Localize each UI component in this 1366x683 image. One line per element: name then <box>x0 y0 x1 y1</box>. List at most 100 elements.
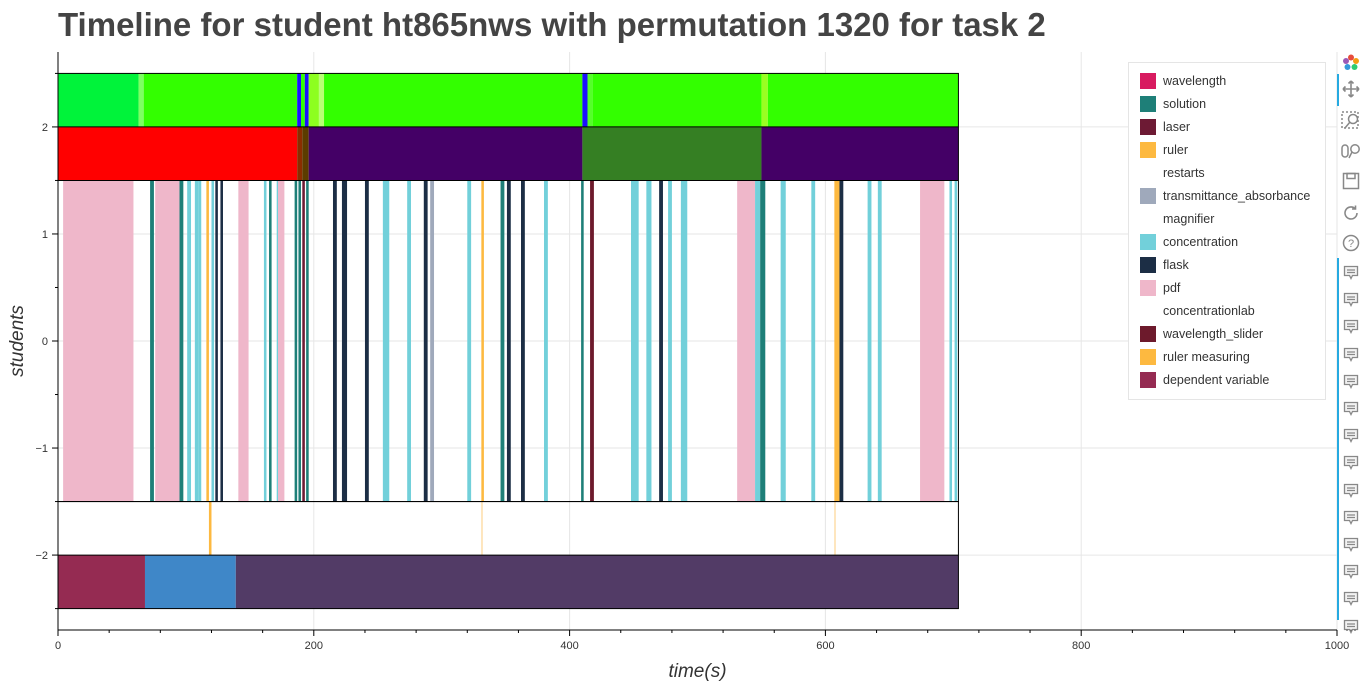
track-2-segment-23[interactable] <box>382 180 390 502</box>
track-2-segment-19[interactable] <box>306 180 309 502</box>
legend-item-dependent-variable[interactable]: dependent variable <box>1140 371 1269 389</box>
track-2-segment-0[interactable] <box>63 180 134 502</box>
track-2-segment-8[interactable] <box>211 180 215 502</box>
track-2-segment-9[interactable] <box>215 180 218 502</box>
track-0-segment-3[interactable] <box>297 73 302 127</box>
track-2-segment-13[interactable] <box>269 180 272 502</box>
track-0-segment-10[interactable] <box>587 73 593 127</box>
track-2-segment-28[interactable] <box>481 180 484 502</box>
legend[interactable]: wavelength solution laser ruler restarts tran… <box>1128 62 1326 400</box>
track-2-segment-5[interactable] <box>194 180 199 502</box>
legend-item-flask[interactable]: flask <box>1140 256 1189 274</box>
track-2-segment-34[interactable] <box>590 180 594 502</box>
track-2-segment-22[interactable] <box>364 180 369 502</box>
track-2-segment-14[interactable] <box>276 180 278 502</box>
track-4-segment-1[interactable] <box>144 555 236 609</box>
track-2-segment-48[interactable] <box>877 180 882 502</box>
track-1-segment-2[interactable] <box>302 126 309 181</box>
legend-item-ruler-measuring[interactable]: ruler measuring <box>1140 348 1250 366</box>
track-1-segment-3[interactable] <box>308 126 583 181</box>
legend-item-laser[interactable]: laser <box>1140 118 1190 136</box>
hover-icon-13[interactable] <box>1339 588 1363 610</box>
track-2-segment-16[interactable] <box>294 180 298 502</box>
track-2-segment-11[interactable] <box>238 180 249 502</box>
track-4-segment-2[interactable] <box>235 555 959 609</box>
track-0-segment-6[interactable] <box>308 73 319 127</box>
legend-item-transmittance-absorbance[interactable]: transmittance_absorbance <box>1140 187 1310 205</box>
track-2-segment-43[interactable] <box>780 180 786 502</box>
track-2-segment-4[interactable] <box>187 180 192 502</box>
track-0-segment-0[interactable] <box>58 73 139 127</box>
track-2-segment-25[interactable] <box>423 180 428 502</box>
pan-icon[interactable] <box>1339 78 1363 100</box>
legend-item-restarts[interactable]: restarts <box>1140 164 1205 182</box>
legend-item-ruler[interactable]: ruler <box>1140 141 1188 159</box>
track-2-segment-39[interactable] <box>680 180 688 502</box>
track-2-segment-2[interactable] <box>155 180 180 502</box>
track-2-segment-15[interactable] <box>277 180 285 502</box>
track-0-segment-7[interactable] <box>318 73 325 127</box>
track-2-segment-33[interactable] <box>581 180 584 502</box>
track-2-segment-41[interactable] <box>755 180 761 502</box>
track-4-segment-0[interactable] <box>58 555 145 609</box>
track-2-segment-36[interactable] <box>646 180 652 502</box>
track-0-segment-11[interactable] <box>592 73 762 127</box>
track-2-segment-10[interactable] <box>220 180 223 502</box>
track-1-segment-1[interactable] <box>297 126 303 181</box>
track-3-segment-1[interactable] <box>481 501 483 556</box>
track-1-segment-5[interactable] <box>761 126 959 181</box>
track-2-segment-44[interactable] <box>811 180 816 502</box>
track-2-segment-29[interactable] <box>500 180 505 502</box>
legend-item-concentrationlab[interactable]: concentrationlab <box>1140 302 1255 320</box>
track-2-segment-17[interactable] <box>298 180 302 502</box>
track-0-segment-2[interactable] <box>143 73 298 127</box>
track-2-segment-50[interactable] <box>949 180 953 502</box>
track-2-segment-42[interactable] <box>760 180 766 502</box>
track-2-segment-18[interactable] <box>302 180 305 502</box>
hover-icon-10[interactable] <box>1339 507 1363 529</box>
track-2-segment-40[interactable] <box>737 180 756 502</box>
track-2-segment-35[interactable] <box>630 180 639 502</box>
track-2-segment-7[interactable] <box>206 180 209 502</box>
save-icon[interactable] <box>1339 170 1363 192</box>
more-tools-button[interactable]: … <box>1345 620 1357 634</box>
track-2-segment-20[interactable] <box>332 180 337 502</box>
hover-icon-11[interactable] <box>1339 534 1363 556</box>
track-0-segment-13[interactable] <box>767 73 959 127</box>
hover-icon-12[interactable] <box>1339 561 1363 583</box>
track-2-segment-1[interactable] <box>150 180 154 502</box>
box-zoom-icon[interactable] <box>1339 110 1363 132</box>
track-2-segment-27[interactable] <box>467 180 472 502</box>
track-0-segment-9[interactable] <box>582 73 588 127</box>
legend-item-concentration[interactable]: concentration <box>1140 233 1238 251</box>
hover-icon-7[interactable] <box>1339 425 1363 447</box>
hover-icon-9[interactable] <box>1339 480 1363 502</box>
track-2-segment-32[interactable] <box>544 180 548 502</box>
track-3-segment-0[interactable] <box>208 501 212 556</box>
legend-item-wavelength[interactable]: wavelength <box>1140 72 1226 90</box>
track-2-segment-51[interactable] <box>954 180 958 502</box>
legend-item-pdf[interactable]: pdf <box>1140 279 1180 297</box>
track-2-segment-31[interactable] <box>520 180 525 502</box>
track-2-segment-3[interactable] <box>179 180 184 502</box>
track-2-segment-45[interactable] <box>834 180 840 502</box>
track-2-segment-49[interactable] <box>920 180 945 502</box>
track-0-segment-12[interactable] <box>761 73 768 127</box>
track-2-segment-37[interactable] <box>659 180 663 502</box>
hover-icon-5[interactable] <box>1339 371 1363 393</box>
toolbar[interactable]: ?… <box>1337 48 1366 638</box>
track-0-segment-5[interactable] <box>304 73 309 127</box>
track-2-segment-38[interactable] <box>668 180 672 502</box>
track-2-segment-6[interactable] <box>198 180 202 502</box>
timeline-tracks[interactable] <box>58 73 959 609</box>
legend-item-wavelength-slider[interactable]: wavelength_slider <box>1140 325 1263 343</box>
reset-icon[interactable] <box>1339 202 1363 224</box>
hover-icon-2[interactable] <box>1339 289 1363 311</box>
track-0-segment-8[interactable] <box>324 73 583 127</box>
track-0-segment-1[interactable] <box>138 73 144 127</box>
track-2-segment-21[interactable] <box>341 180 348 502</box>
hover-icon-8[interactable] <box>1339 452 1363 474</box>
wheel-zoom-icon[interactable] <box>1339 140 1363 162</box>
hover-icon-6[interactable] <box>1339 398 1363 420</box>
track-2-segment-24[interactable] <box>407 180 412 502</box>
